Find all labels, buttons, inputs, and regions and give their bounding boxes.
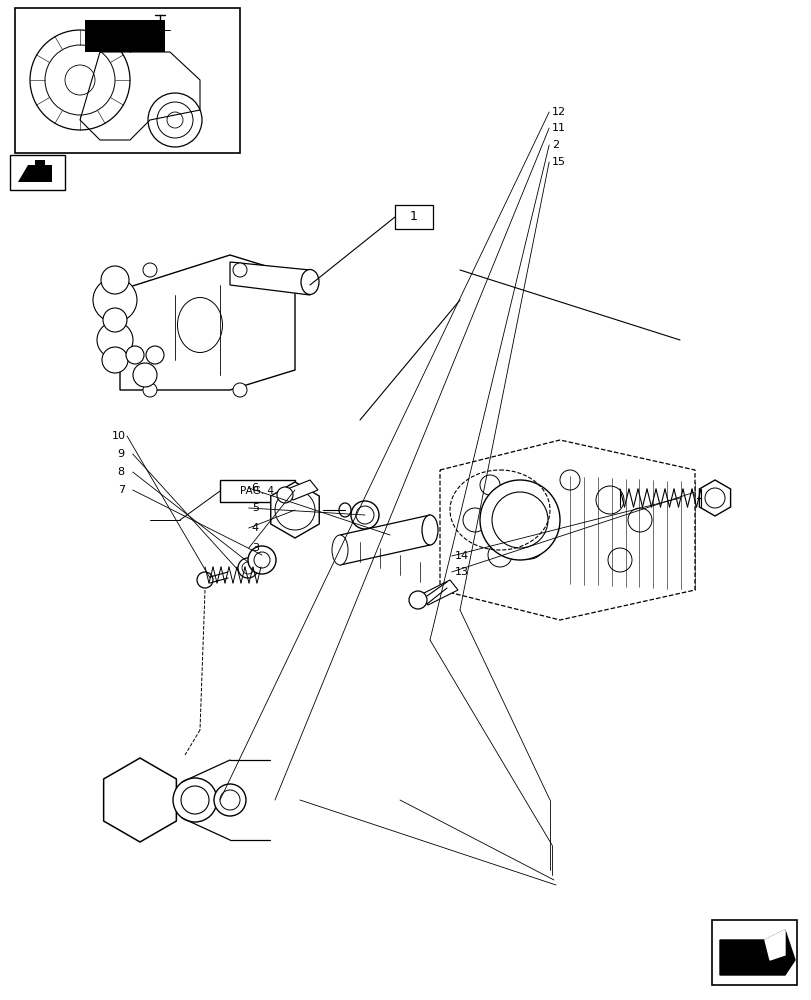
Polygon shape [18, 160, 52, 182]
Circle shape [350, 501, 379, 529]
Circle shape [491, 492, 547, 548]
Circle shape [515, 531, 543, 559]
Text: 2: 2 [551, 140, 559, 150]
Text: 8: 8 [118, 467, 125, 477]
Circle shape [242, 562, 254, 574]
Circle shape [101, 266, 129, 294]
Circle shape [560, 470, 579, 490]
Circle shape [45, 45, 115, 115]
Circle shape [143, 263, 157, 277]
Polygon shape [230, 262, 310, 295]
Text: 9: 9 [118, 449, 125, 459]
Circle shape [355, 506, 374, 524]
Circle shape [487, 543, 512, 567]
Circle shape [238, 558, 258, 578]
Circle shape [627, 508, 651, 532]
Circle shape [173, 778, 217, 822]
Ellipse shape [301, 269, 319, 294]
Text: 12: 12 [551, 107, 565, 117]
Circle shape [103, 308, 127, 332]
Bar [85, 20, 165, 52]
Circle shape [220, 790, 240, 810]
Polygon shape [285, 480, 318, 500]
Text: 7: 7 [118, 485, 125, 495]
Circle shape [479, 475, 500, 495]
Circle shape [126, 346, 144, 364]
Polygon shape [719, 930, 794, 975]
Circle shape [275, 490, 315, 530]
Circle shape [30, 30, 130, 130]
Bar [394, 205, 432, 229]
Circle shape [181, 786, 208, 814]
Circle shape [704, 488, 724, 508]
Circle shape [479, 480, 560, 560]
Circle shape [462, 508, 487, 532]
Circle shape [214, 784, 246, 816]
Ellipse shape [178, 298, 222, 353]
Bar [711, 920, 796, 985]
Circle shape [143, 383, 157, 397]
Ellipse shape [338, 503, 350, 517]
Text: 14: 14 [454, 551, 468, 561]
Polygon shape [104, 758, 176, 842]
Circle shape [409, 591, 427, 609]
Circle shape [93, 278, 137, 322]
Circle shape [607, 548, 631, 572]
Text: 11: 11 [551, 123, 565, 133]
Circle shape [148, 93, 202, 147]
Circle shape [247, 546, 276, 574]
Polygon shape [120, 255, 294, 390]
Circle shape [233, 263, 247, 277]
Text: 10: 10 [112, 431, 126, 441]
Ellipse shape [332, 535, 348, 565]
Circle shape [102, 347, 128, 373]
Text: PAG. 4: PAG. 4 [240, 486, 273, 496]
Bar [10, 155, 65, 190]
Circle shape [595, 486, 623, 514]
Polygon shape [698, 480, 730, 516]
Circle shape [254, 552, 270, 568]
Circle shape [277, 487, 293, 503]
Ellipse shape [422, 515, 437, 545]
Circle shape [167, 112, 182, 128]
Polygon shape [270, 482, 319, 538]
Polygon shape [440, 440, 694, 620]
Circle shape [157, 102, 193, 138]
Circle shape [133, 363, 157, 387]
Text: 5: 5 [251, 503, 259, 513]
Text: 3: 3 [251, 543, 259, 553]
Text: 15: 15 [551, 157, 565, 167]
Text: 4: 4 [251, 523, 259, 533]
Text: 1: 1 [410, 211, 418, 224]
Circle shape [146, 346, 164, 364]
Polygon shape [340, 515, 430, 565]
Polygon shape [764, 930, 784, 960]
Bar [220, 480, 294, 502]
Circle shape [197, 572, 212, 588]
Polygon shape [419, 580, 457, 605]
Text: 13: 13 [454, 567, 468, 577]
Text: 6: 6 [251, 483, 259, 493]
Bar [15, 8, 240, 153]
Circle shape [65, 65, 95, 95]
Circle shape [233, 383, 247, 397]
Circle shape [97, 322, 133, 358]
